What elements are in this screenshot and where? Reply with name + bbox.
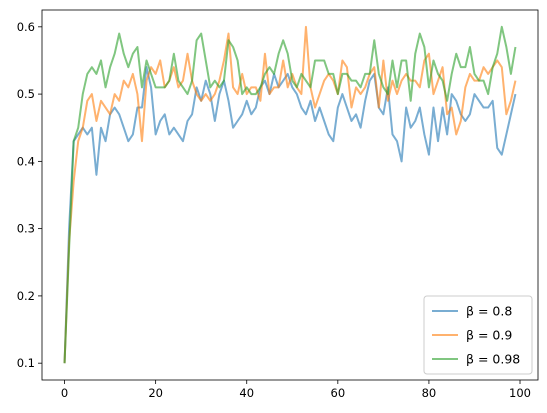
y-tick-label: 0.4 (17, 154, 35, 168)
legend-label-1: β = 0.9 (466, 328, 512, 343)
legend-label-0: β = 0.8 (466, 304, 512, 319)
series-line-1 (63, 25, 517, 364)
series-line-2 (63, 25, 517, 364)
y-tick-label: 0.5 (17, 87, 35, 101)
x-tick-label: 40 (239, 386, 254, 400)
x-axis: 0 20 40 60 80 100 (61, 380, 531, 400)
y-tick-label: 0.3 (17, 222, 35, 236)
y-tick-label: 0.2 (17, 289, 35, 303)
y-tick-label: 0.1 (17, 356, 35, 370)
y-tick-label: 0.6 (17, 20, 35, 34)
legend-label-2: β = 0.98 (466, 352, 520, 367)
x-tick-label: 20 (148, 386, 163, 400)
legend-box (423, 295, 533, 375)
x-tick-label: 0 (61, 386, 68, 400)
y-axis: 0.1 0.2 0.3 0.4 0.5 0.6 (17, 20, 42, 370)
x-tick-label: 80 (422, 386, 437, 400)
x-tick-label: 60 (331, 386, 346, 400)
legend: β = 0.8 β = 0.9 β = 0.98 (423, 295, 533, 375)
series-layer (63, 25, 517, 364)
x-tick-label: 100 (509, 386, 531, 400)
plot-area-frame (41, 9, 539, 381)
